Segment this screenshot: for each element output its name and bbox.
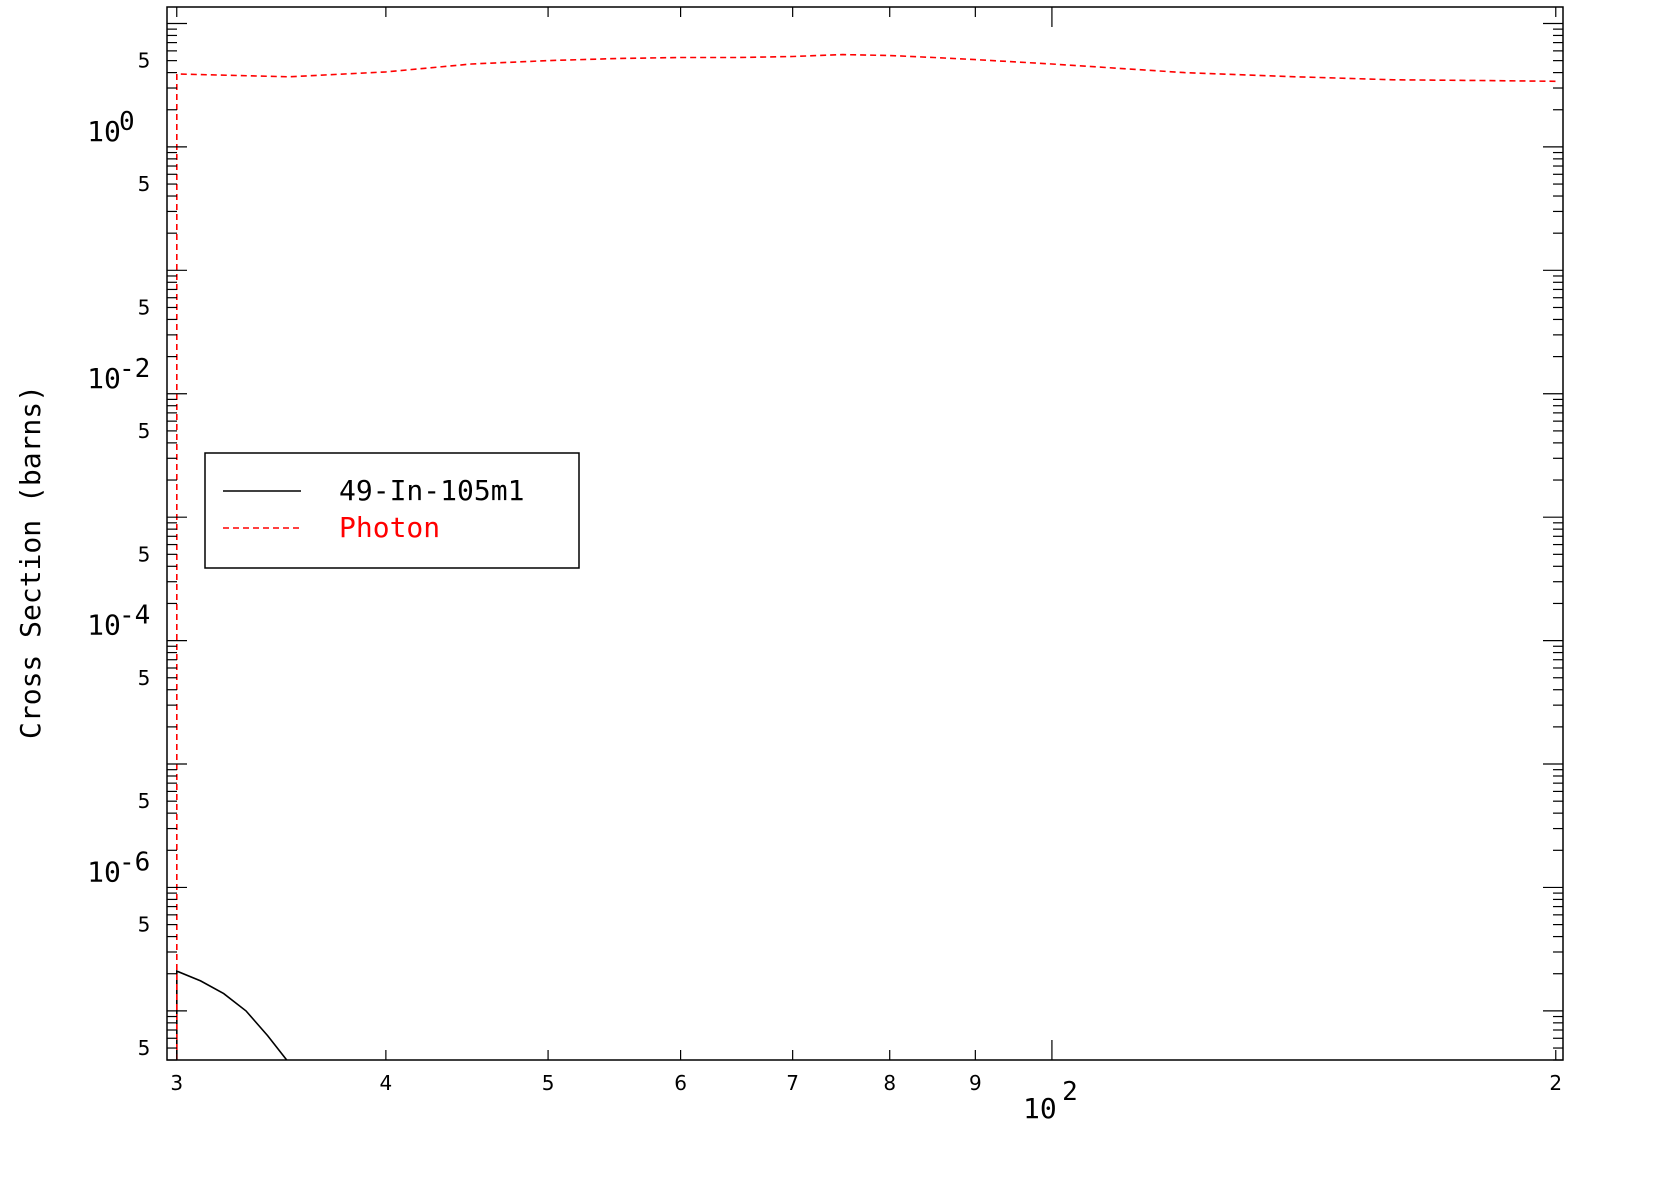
chart-legend: 49-In-105m1 Photon [204,452,580,569]
y-tick-label-exponent: 0 [119,107,135,137]
x-tick-label: 6 [674,1071,687,1095]
y-tick-label: 5 [138,49,151,73]
y-tick-label: 5 [138,666,151,690]
x-tick-label-exponent: 2 [1062,1077,1078,1107]
y-tick-label-exponent: -4 [119,601,150,631]
legend-label: Photon [339,511,440,544]
x-tick-label: 2 [1549,1071,1562,1095]
x-tick-label: 8 [883,1071,896,1095]
x-tick-label: 9 [969,1071,982,1095]
x-tick-label: 7 [786,1071,799,1095]
y-tick-label: 5 [138,172,151,196]
y-tick-label: 5 [138,419,151,443]
y-tick-label: 10 [87,855,121,888]
y-tick-label: 5 [138,913,151,937]
y-tick-label: 5 [138,542,151,566]
y-tick-label-exponent: -2 [119,354,150,384]
y-axis-label: Cross Section (barns) [14,385,47,739]
x-tick-label: 3 [170,1071,183,1095]
y-tick-label-exponent: -6 [119,847,150,877]
y-tick-label: 10 [87,609,121,642]
y-tick-label: 5 [138,1036,151,1060]
legend-label: 49-In-105m1 [339,474,524,507]
x-tick-label: 10 [1023,1092,1057,1125]
plot-frame [166,6,1564,1061]
x-tick-label: 5 [542,1071,555,1095]
y-tick-label: 5 [138,295,151,319]
legend-box [204,452,580,569]
series-line-0 [176,969,288,1061]
y-tick-label: 10 [87,115,121,148]
y-tick-label: 5 [138,789,151,813]
x-tick-label: 4 [380,1071,393,1095]
y-tick-label: 10 [87,362,121,395]
series-layer [176,53,1556,1061]
